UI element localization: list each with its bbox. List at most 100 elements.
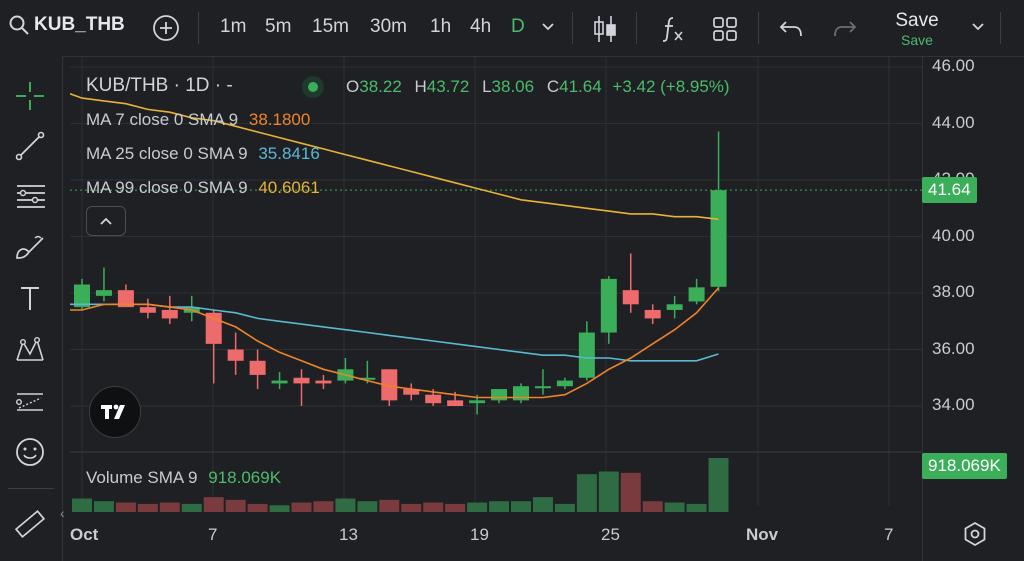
volume-bar [225,499,246,512]
volume-bar [445,503,466,512]
volume-bar [423,502,444,512]
candle-body [117,290,134,308]
volume-bar [598,471,619,512]
candle-body [491,389,508,401]
candle-body [644,309,661,319]
candle-body [447,400,464,406]
volume-bar [357,501,378,512]
candle-body [139,307,156,313]
forecast-icon [16,393,43,411]
volume-bar [291,502,312,512]
forecast-tool[interactable] [8,382,52,422]
ma99-value: 40.6061 [258,178,320,197]
timeframe-15m[interactable]: 15m [312,16,349,37]
divider [758,12,759,44]
grid-icon [713,17,737,41]
candles-icon [594,16,616,42]
trend-line-tool[interactable] [8,126,52,166]
candle-body [381,369,398,401]
ma99-legend[interactable]: MA 99 close 0 SMA 9 40.6061 [86,178,320,198]
ma99-line [70,93,719,221]
candle-body [666,304,683,310]
save-button[interactable]: Save Save [880,10,954,48]
chart-title: KUB/THB · 1D · - [86,75,233,96]
volume-bar [642,501,663,512]
ma25-legend[interactable]: MA 25 close 0 SMA 9 35.8416 [86,144,320,164]
open-value: 38.22 [359,77,402,96]
volume-bar [247,503,268,512]
undo-icon [779,21,802,37]
timeframe-1m[interactable]: 1m [220,16,247,37]
timeframe-1h[interactable]: 1h [430,16,452,37]
drawing-toolbar [0,56,63,561]
candle-body [161,309,178,319]
chart-settings-button[interactable] [962,521,988,552]
crosshair-tool[interactable] [8,76,52,116]
trend-line-icon [15,131,45,161]
pattern-tool[interactable] [8,330,52,370]
collapse-legend-button[interactable] [86,206,126,236]
undo-button[interactable] [778,18,804,45]
x-tick-label: Oct [70,525,99,544]
volume-bar [401,503,422,512]
measure-tool[interactable] [8,504,52,544]
text-icon [21,287,39,310]
volume-legend[interactable]: Volume SMA 9 918.069K [86,468,281,488]
timeframe-4h[interactable]: 4h [470,16,492,37]
timeframe-5m[interactable]: 5m [265,16,292,37]
volume-bar [686,503,707,512]
candle-body [315,380,332,384]
save-dropdown[interactable] [970,20,986,39]
x-tick-label: 19 [470,525,489,544]
indicators-button[interactable] [660,15,686,48]
ohlc-row: O38.22 H43.72 L38.06 C41.64 +3.42 (+8.95… [346,77,730,97]
high-label: H [414,77,427,96]
symbol-search[interactable]: KUB_THB [8,14,125,36]
y-tick-label: 38.00 [932,282,975,301]
redo-button[interactable] [832,18,858,45]
redo-icon [834,21,857,37]
volume-bar [532,497,553,512]
divider [198,12,199,44]
volume-bar [379,499,400,512]
ruler-icon [14,509,46,539]
emoji-tool[interactable] [8,432,52,472]
price-chart[interactable] [70,56,922,561]
chevron-down-icon [972,23,984,31]
divider [636,12,637,44]
ma25-label: MA 25 close 0 SMA 9 [86,144,248,163]
scroll-left-arrow[interactable]: ‹ [60,505,65,521]
timeframe-30m[interactable]: 30m [370,16,407,37]
candle-body [688,287,705,302]
horizontal-lines-icon [17,185,45,208]
low-label: L [482,77,492,96]
volume-bar [93,501,114,512]
smiley-icon [16,438,44,466]
symbol-name: KUB_THB [34,14,125,35]
ma25-value: 35.8416 [258,144,320,163]
change-value: +3.42 (+8.95%) [612,77,730,96]
candle-body [622,290,639,305]
ma7-label: MA 7 close 0 SMA 9 [86,110,239,129]
close-value: 41.64 [559,77,602,96]
live-dot [302,76,324,98]
tradingview-logo[interactable] [89,386,141,438]
ma7-value: 38.1800 [248,110,311,129]
ma7-legend[interactable]: MA 7 close 0 SMA 9 38.1800 [86,110,310,130]
fib-tool[interactable] [8,176,52,216]
timeframe-d[interactable]: D [511,16,525,37]
candle-body [403,389,420,395]
last-price-badge: 41.64 [922,177,977,203]
brush-tool[interactable] [8,228,52,268]
add-symbol-button[interactable] [152,14,180,47]
chevron-down-icon [542,23,554,31]
volume-value: 918.069K [208,468,282,487]
layout-button[interactable] [712,16,738,47]
candle-body [249,360,266,375]
volume-bar [181,503,202,512]
price-axis[interactable] [922,56,1024,561]
volume-bar [467,502,488,512]
chart-type-button[interactable] [592,14,618,49]
text-tool[interactable] [8,278,52,318]
timeframe-dropdown[interactable] [540,20,556,39]
